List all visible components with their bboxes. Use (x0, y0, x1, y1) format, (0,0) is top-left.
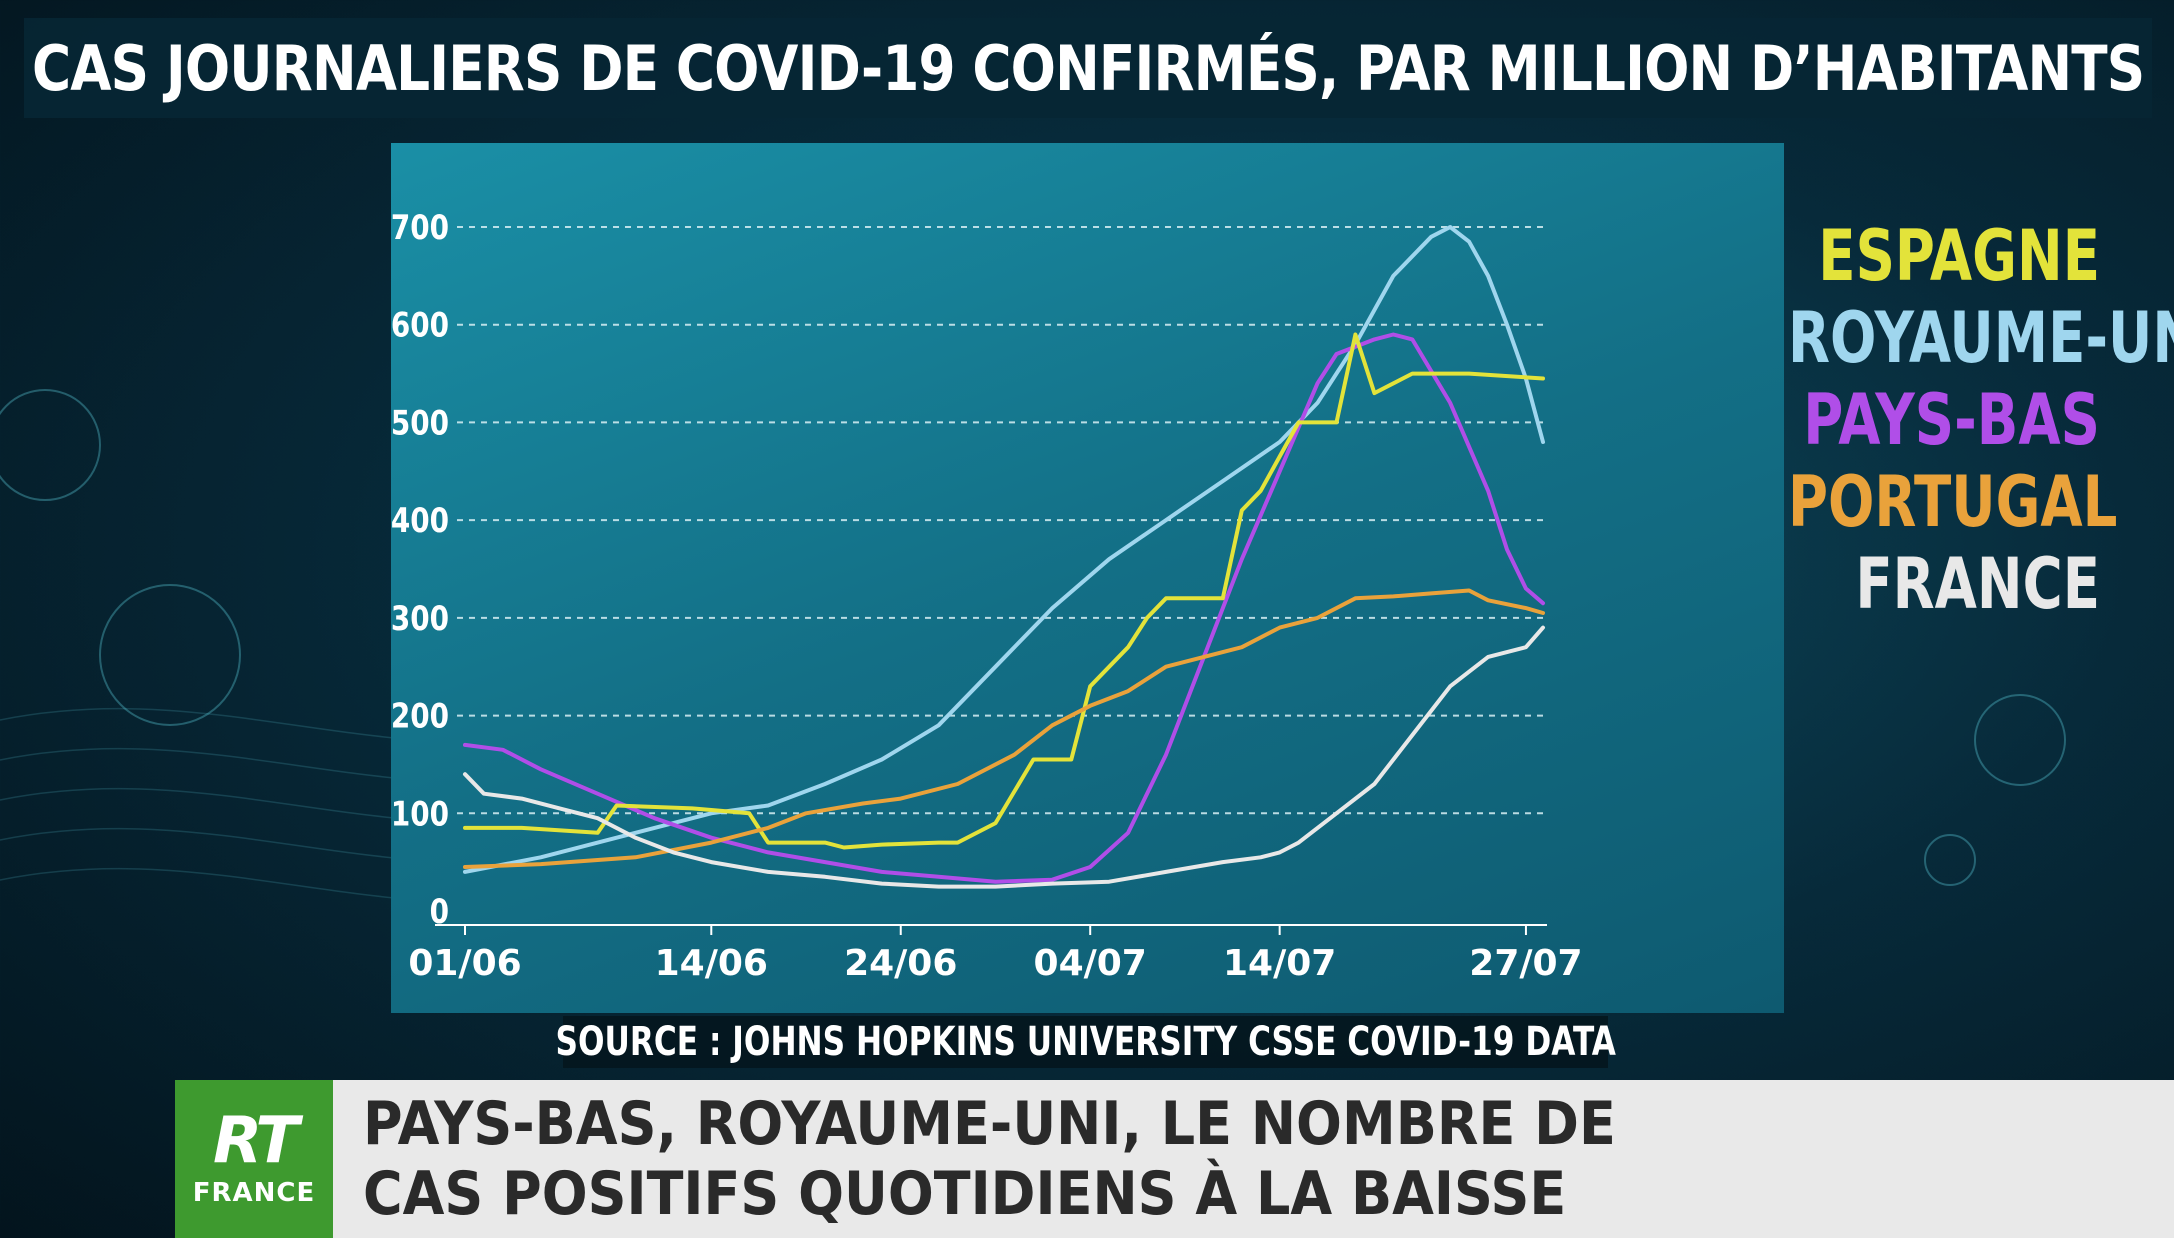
y-tick-label: 300 (391, 599, 449, 638)
x-tick-label: 04/07 (1034, 943, 1147, 984)
chart-title-bar: CAS JOURNALIERS DE COVID-19 CONFIRMÉS, P… (24, 18, 2152, 118)
line-chart: 0 100 200 300 400 500 600 700 01/06 14/06 24/06 04/… (391, 208, 1583, 984)
legend-item-portugal: PORTUGAL (1788, 461, 2118, 543)
logo-brand: RT (212, 1104, 299, 1178)
x-tick-label: 14/06 (655, 943, 768, 984)
legend-item-france: FRANCE (1855, 543, 2100, 625)
legend-item-espagne: ESPAGNE (1818, 215, 2100, 297)
series-line-france (463, 625, 1545, 889)
news-ticker-bar: RT FRANCE PAYS-BAS, ROYAUME-UNI, LE NOMB… (175, 1080, 2174, 1238)
chart-title: CAS JOURNALIERS DE COVID-19 CONFIRMÉS, P… (31, 31, 2145, 105)
y-tick-label: 0 (430, 892, 449, 931)
chart-panel: 0 100 200 300 400 500 600 700 01/06 14/06 24/06 04/… (391, 143, 1784, 1013)
source-text: SOURCE : JOHNS HOPKINS UNIVERSITY CSSE C… (555, 1019, 1616, 1065)
y-tick-label: 100 (391, 795, 449, 834)
source-bar: SOURCE : JOHNS HOPKINS UNIVERSITY CSSE C… (555, 1016, 1616, 1068)
series-line-royaume-uni (463, 225, 1545, 874)
series-line-espagne (463, 332, 1545, 850)
y-tick-label: 400 (391, 502, 449, 541)
x-tick-label: 24/06 (844, 943, 957, 984)
headline: PAYS-BAS, ROYAUME-UNI, LE NOMBRE DE CAS … (333, 1080, 1755, 1238)
legend-item-pays-bas: PAYS-BAS (1803, 379, 2100, 461)
x-tick-label: 27/07 (1469, 943, 1582, 984)
y-tick-label: 700 (391, 208, 449, 247)
rt-france-logo: RT FRANCE (175, 1080, 333, 1238)
y-tick-label: 500 (391, 404, 449, 443)
logo-sub: FRANCE (192, 1178, 316, 1208)
y-tick-label: 200 (391, 697, 449, 736)
y-tick-label: 600 (391, 306, 449, 345)
legend-item-royaume-uni: ROYAUME-UNI (1788, 297, 2174, 379)
headline-line-2: CAS POSITIFS QUOTIDIENS À LA BAISSE (363, 1159, 1567, 1229)
x-tick-label: 14/07 (1223, 943, 1336, 984)
headline-line-1: PAYS-BAS, ROYAUME-UNI, LE NOMBRE DE (363, 1089, 1616, 1159)
x-tick-label: 01/06 (408, 943, 521, 984)
series-line-portugal (463, 588, 1545, 869)
series-line-pays-bas (463, 332, 1545, 884)
